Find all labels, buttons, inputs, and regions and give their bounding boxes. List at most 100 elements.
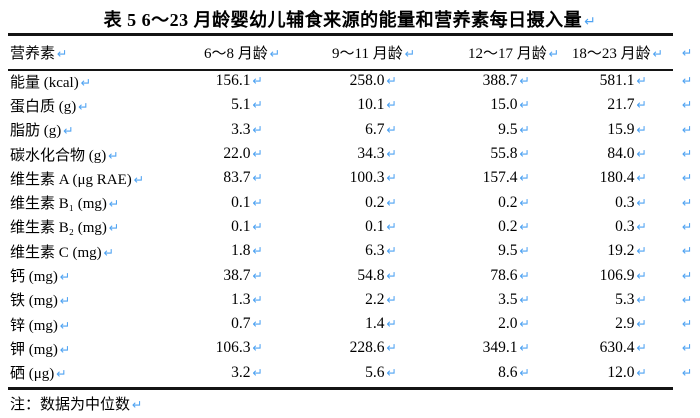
- paragraph-mark-icon: ↵: [386, 291, 397, 307]
- paragraph-mark-icon: ↵: [519, 291, 530, 307]
- row-end-mark: ↵: [672, 145, 700, 163]
- cell-value: 12.0 ↵: [607, 363, 647, 381]
- cell-value: 6.7 ↵: [365, 120, 397, 138]
- paragraph-mark-icon: ↵: [519, 194, 530, 210]
- paragraph-mark-icon: ↵: [636, 121, 647, 137]
- cell-value: 3.5 ↵: [498, 290, 530, 308]
- table-row: 能量 (kcal) ↵ 156.1 ↵ 258.0 ↵ 388.7 ↵ 581.1 ↵ ↵: [0, 69, 700, 93]
- paragraph-mark-icon: ↵: [682, 73, 693, 89]
- row-label: 维生素 A (μg RAE) ↵: [10, 171, 145, 188]
- paragraph-mark-icon: ↵: [252, 291, 263, 307]
- paragraph-mark-icon: ↵: [108, 147, 119, 163]
- paragraph-mark-icon: ↵: [519, 340, 530, 356]
- table-header-row: 营养素 ↵ 6～8 月龄 ↵ 9～11 月龄 ↵ 12～17 月龄 ↵ 18～23 月龄…: [0, 36, 700, 69]
- paragraph-mark-icon: ↵: [682, 146, 693, 162]
- cell-value: 2.9 ↵: [615, 315, 647, 333]
- cell-value: 388.7 ↵: [482, 72, 530, 90]
- cell-value: 5.3 ↵: [615, 290, 647, 308]
- header-cell-18-23: 18～23 月龄 ↵: [571, 46, 664, 62]
- header-cell-nutrient: 营养素 ↵: [10, 46, 68, 62]
- paragraph-mark-icon: ↵: [132, 397, 143, 412]
- cell-value: 180.4 ↵: [599, 169, 647, 187]
- paragraph-mark-icon: ↵: [59, 317, 71, 333]
- cell-value: 15.0 ↵: [490, 96, 530, 114]
- cell-value: 21.7 ↵: [607, 96, 647, 114]
- row-label: 维生素 B₂ (mg) ↵: [10, 220, 120, 237]
- cell-value: 0.2 ↵: [498, 193, 530, 211]
- table-row: 蛋白质 (g) ↵ 5.1 ↵ 10.1 ↵ 15.0 ↵ 21.7 ↵ ↵: [0, 93, 700, 117]
- cell-value: 349.1 ↵: [482, 339, 530, 357]
- paragraph-mark-icon: ↵: [519, 170, 530, 186]
- paragraph-mark-icon: ↵: [386, 316, 397, 332]
- row-label: 碳水化合物 (g) ↵: [10, 147, 119, 164]
- paragraph-mark-icon: ↵: [519, 243, 530, 259]
- row-end-mark: ↵: [672, 364, 700, 382]
- paragraph-mark-icon: ↵: [636, 267, 647, 283]
- cell-value: 258.0 ↵: [349, 72, 397, 90]
- cell-value: 2.2 ↵: [365, 290, 397, 308]
- cell-value: 55.8 ↵: [490, 145, 530, 163]
- cell-value: 0.3 ↵: [615, 217, 647, 235]
- row-label: 蛋白质 (g) ↵: [10, 98, 89, 115]
- cell-value: 630.4 ↵: [599, 339, 647, 357]
- paragraph-mark-icon: ↵: [636, 316, 647, 332]
- paragraph-mark-icon: ↵: [386, 218, 397, 234]
- cell-value: 0.7 ↵: [231, 315, 263, 333]
- cell-value: 54.8 ↵: [357, 266, 397, 284]
- paragraph-mark-icon: ↵: [682, 243, 693, 259]
- paragraph-mark-icon: ↵: [252, 340, 263, 356]
- paragraph-mark-icon: ↵: [59, 269, 71, 285]
- paragraph-mark-icon: ↵: [386, 194, 397, 210]
- cell-value: 228.6 ↵: [349, 339, 397, 357]
- row-label: 锌 (mg) ↵: [10, 317, 71, 334]
- cell-value: 2.0 ↵: [498, 315, 530, 333]
- paragraph-mark-icon: ↵: [584, 14, 597, 30]
- paragraph-mark-icon: ↵: [519, 121, 530, 137]
- row-end-mark: ↵: [672, 96, 700, 114]
- cell-value: 157.4 ↵: [482, 169, 530, 187]
- cell-value: 106.3 ↵: [215, 339, 263, 357]
- paragraph-mark-icon: ↵: [682, 44, 693, 60]
- cell-value: 83.7 ↵: [223, 169, 263, 187]
- paragraph-mark-icon: ↵: [59, 341, 71, 357]
- paragraph-mark-icon: ↵: [386, 243, 397, 259]
- paragraph-mark-icon: ↵: [519, 146, 530, 162]
- cell-value: 0.2 ↵: [498, 217, 530, 235]
- cell-value: 1.4 ↵: [365, 315, 397, 333]
- paragraph-mark-icon: ↵: [652, 46, 664, 61]
- table-header-rule: [8, 69, 673, 71]
- paragraph-mark-icon: ↵: [636, 97, 647, 113]
- cell-value: 10.1 ↵: [357, 96, 397, 114]
- paragraph-mark-icon: ↵: [519, 73, 530, 89]
- table-row: 维生素 A (μg RAE) ↵ 83.7 ↵ 100.3 ↵ 157.4 ↵ 180.4 ↵ ↵: [0, 166, 700, 190]
- cell-value: 100.3 ↵: [349, 169, 397, 187]
- row-end-mark: ↵: [672, 267, 700, 285]
- header-cell-9-11: 9～11 月龄 ↵: [332, 46, 416, 62]
- table-row: 硒 (μg) ↵ 3.2 ↵ 5.6 ↵ 8.6 ↵ 12.0 ↵ ↵: [0, 361, 700, 385]
- table-top-rule: [8, 33, 673, 36]
- cell-value: 1.8 ↵: [231, 242, 263, 260]
- paragraph-mark-icon: ↵: [386, 340, 397, 356]
- paragraph-mark-icon: ↵: [386, 73, 397, 89]
- cell-value: 0.1 ↵: [231, 217, 263, 235]
- paragraph-mark-icon: ↵: [252, 97, 263, 113]
- paragraph-mark-icon: ↵: [636, 194, 647, 210]
- paragraph-mark-icon: ↵: [682, 194, 693, 210]
- paragraph-mark-icon: ↵: [682, 170, 693, 186]
- cell-value: 0.1 ↵: [231, 193, 263, 211]
- paragraph-mark-icon: ↵: [252, 146, 263, 162]
- cell-value: 3.2 ↵: [231, 363, 263, 381]
- row-label: 硒 (μg) ↵: [10, 366, 67, 383]
- paragraph-mark-icon: ↵: [386, 121, 397, 137]
- paragraph-mark-icon: ↵: [78, 98, 89, 114]
- cell-value: 1.3 ↵: [231, 290, 263, 308]
- cell-value: 5.6 ↵: [365, 363, 397, 381]
- paragraph-mark-icon: ↵: [252, 316, 263, 332]
- table-row: 脂肪 (g) ↵ 3.3 ↵ 6.7 ↵ 9.5 ↵ 15.9 ↵ ↵: [0, 118, 700, 142]
- header-cell-12-17: 12～17 月龄 ↵: [468, 46, 560, 62]
- paragraph-mark-icon: ↵: [252, 218, 263, 234]
- paragraph-mark-icon: ↵: [636, 243, 647, 259]
- paragraph-mark-icon: ↵: [682, 340, 693, 356]
- paragraph-mark-icon: ↵: [252, 364, 263, 380]
